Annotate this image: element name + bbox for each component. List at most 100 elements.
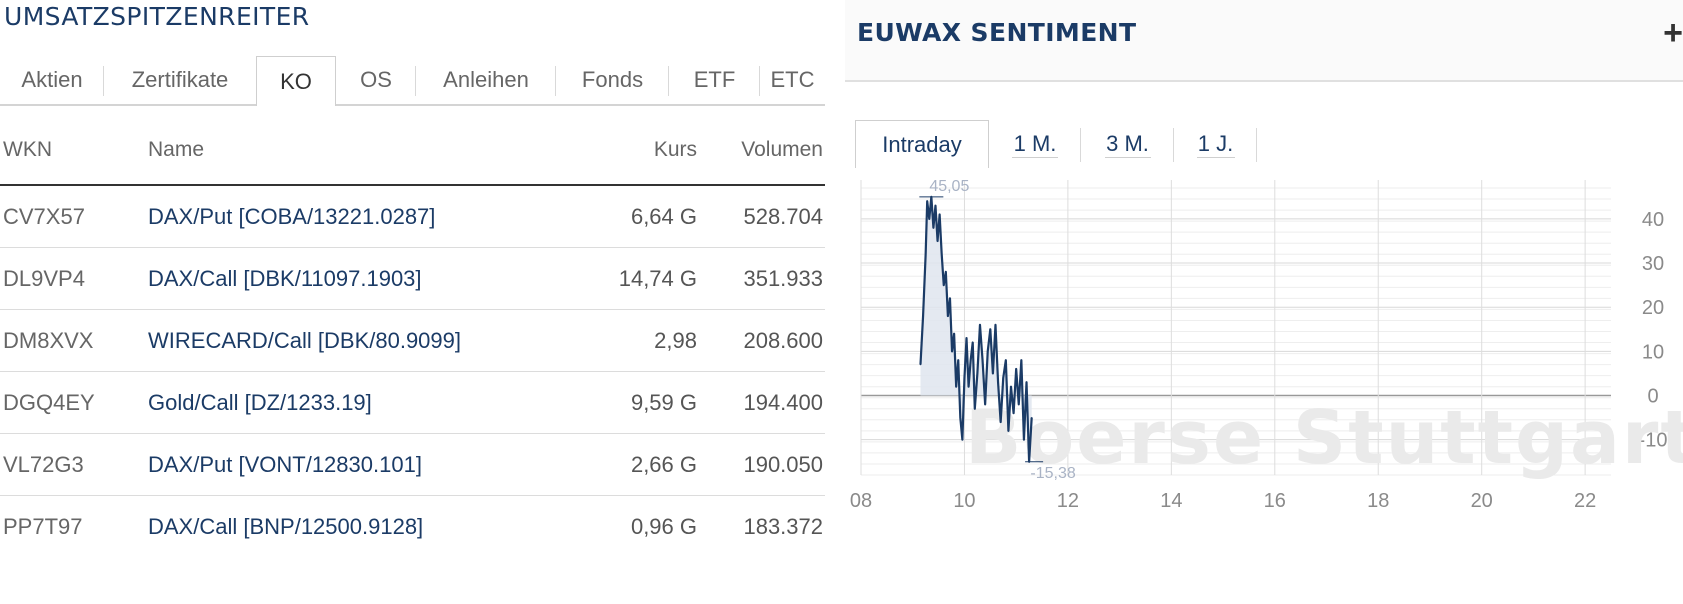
data-point (922, 315, 924, 317)
data-point (1015, 368, 1017, 370)
data-point (949, 297, 951, 299)
data-point (1031, 417, 1033, 419)
data-point (1007, 430, 1010, 432)
data-point (926, 200, 928, 202)
tab-aktien[interactable]: Aktien (0, 56, 104, 104)
data-point (984, 403, 986, 405)
row-divider (0, 309, 825, 310)
row-wkn: DM8XVX (3, 328, 94, 353)
plus-icon[interactable]: + (1663, 14, 1683, 52)
data-point (961, 439, 963, 441)
data-point (934, 205, 937, 207)
data-point (979, 324, 981, 326)
y-tick-label: 40 (1642, 209, 1664, 231)
row-volumen: 194.400 (743, 390, 823, 415)
data-point (970, 359, 972, 361)
data-point (1000, 421, 1002, 423)
row-divider (0, 247, 825, 248)
y-tick-label: 0 (1647, 386, 1658, 408)
row-volumen: 528.704 (743, 204, 823, 229)
tab-os[interactable]: OS (336, 56, 416, 104)
max-label: 45,05 (929, 178, 969, 195)
data-point (997, 381, 999, 383)
header-name: Name (148, 138, 205, 161)
header-volumen: Volumen (741, 138, 823, 161)
period-tabs: Intraday 1 M. 3 M. 1 J. (855, 120, 1257, 168)
sentiment-header: EUWAX SENTIMENT + (845, 0, 1683, 82)
row-kurs: 0,96 G (630, 514, 697, 539)
data-point (972, 341, 974, 344)
row-wkn: DGQ4EY (3, 390, 95, 415)
tab-intraday[interactable]: Intraday (855, 120, 989, 168)
data-point (1010, 386, 1012, 388)
tab-etf[interactable]: ETF (669, 56, 760, 104)
data-point (947, 315, 949, 317)
row-kurs: 9,59 G (630, 390, 697, 415)
y-tick-label: 20 (1642, 297, 1664, 319)
data-point (959, 417, 961, 419)
data-point (951, 350, 953, 352)
table-row[interactable]: DM8XVX WIRECARD/Call [DBK/80.9099] 2,98 … (0, 310, 825, 372)
data-point (955, 386, 957, 388)
tab-anleihen[interactable]: Anleihen (416, 56, 556, 104)
data-point (1018, 403, 1020, 405)
tab-1j[interactable]: 1 J. (1174, 120, 1257, 168)
data-point (953, 333, 955, 335)
x-tick-label: 16 (1264, 490, 1286, 512)
row-divider (0, 433, 825, 434)
data-point (1012, 412, 1015, 414)
x-tick-label: 12 (1057, 490, 1079, 512)
row-kurs: 2,98 (654, 328, 697, 353)
table-row[interactable]: VL72G3 DAX/Put [VONT/12830.101] 2,66 G 1… (0, 434, 825, 496)
data-point (989, 328, 991, 330)
tab-ko[interactable]: KO (256, 56, 336, 106)
x-tick-label: 14 (1160, 490, 1182, 512)
data-point (1025, 381, 1028, 383)
min-label: -15,38 (1030, 465, 1075, 482)
data-point (957, 359, 959, 361)
tab-fonds[interactable]: Fonds (556, 56, 669, 104)
data-point (974, 408, 976, 410)
data-point (936, 240, 939, 242)
data-point (987, 350, 989, 352)
data-point (1023, 439, 1025, 441)
y-tick-label: -10 (1639, 430, 1668, 452)
table-row[interactable]: PP7T97 DAX/Call [BNP/12500.9128] 0,96 G … (0, 496, 825, 558)
data-point (945, 271, 947, 273)
row-name-link[interactable]: DAX/Put [VONT/12830.101] (148, 452, 422, 477)
tab-1m[interactable]: 1 M. (989, 120, 1081, 168)
row-name-link[interactable]: WIRECARD/Call [DBK/80.9099] (148, 328, 461, 353)
row-volumen: 208.600 (743, 328, 823, 353)
panel-title: UMSATZSPITZENREITER (4, 2, 310, 31)
row-volumen: 190.050 (743, 452, 823, 477)
data-point (932, 227, 935, 229)
row-kurs: 2,66 G (630, 452, 697, 477)
row-name-link[interactable]: DAX/Call [DBK/11097.1903] (148, 266, 422, 291)
table-row[interactable]: DL9VP4 DAX/Call [DBK/11097.1903] 14,74 G… (0, 248, 825, 310)
row-kurs: 14,74 G (618, 266, 697, 291)
data-point (939, 213, 941, 216)
y-tick-label: 30 (1642, 253, 1664, 275)
data-point (965, 337, 968, 339)
table-row[interactable]: DGQ4EY Gold/Call [DZ/1233.19] 9,59 G 194… (0, 372, 825, 434)
data-point (963, 377, 966, 379)
header-rule (0, 184, 825, 186)
category-tabs: Aktien Zertifikate KO OS Anleihen Fonds … (0, 56, 825, 106)
table-header: WKN Name Kurs Volumen (0, 138, 825, 186)
header-wkn: WKN (3, 138, 52, 161)
sentiment-panel: EUWAX SENTIMENT + Intraday 1 M. 3 M. 1 J… (845, 0, 1683, 604)
sentiment-chart: 40 30 20 10 0 -10 08 10 12 14 16 18 20 22 Boerse Stutt… (850, 178, 1683, 512)
tab-etc[interactable]: ETC (770, 67, 815, 92)
tab-3m[interactable]: 3 M. (1081, 120, 1174, 168)
row-wkn: PP7T97 (3, 514, 83, 539)
data-point (992, 372, 994, 375)
x-tick-label: 08 (850, 490, 872, 512)
x-tick-label: 22 (1574, 490, 1596, 512)
data-point (928, 218, 930, 220)
table-row[interactable]: CV7X57 DAX/Put [COBA/13221.0287] 6,64 G … (0, 186, 825, 248)
panel-title: EUWAX SENTIMENT (857, 18, 1137, 47)
row-name-link[interactable]: Gold/Call [DZ/1233.19] (148, 390, 372, 415)
tab-zertifikate[interactable]: Zertifikate (131, 67, 229, 92)
row-name-link[interactable]: DAX/Call [BNP/12500.9128] (148, 514, 424, 539)
row-name-link[interactable]: DAX/Put [COBA/13221.0287] (148, 204, 436, 229)
